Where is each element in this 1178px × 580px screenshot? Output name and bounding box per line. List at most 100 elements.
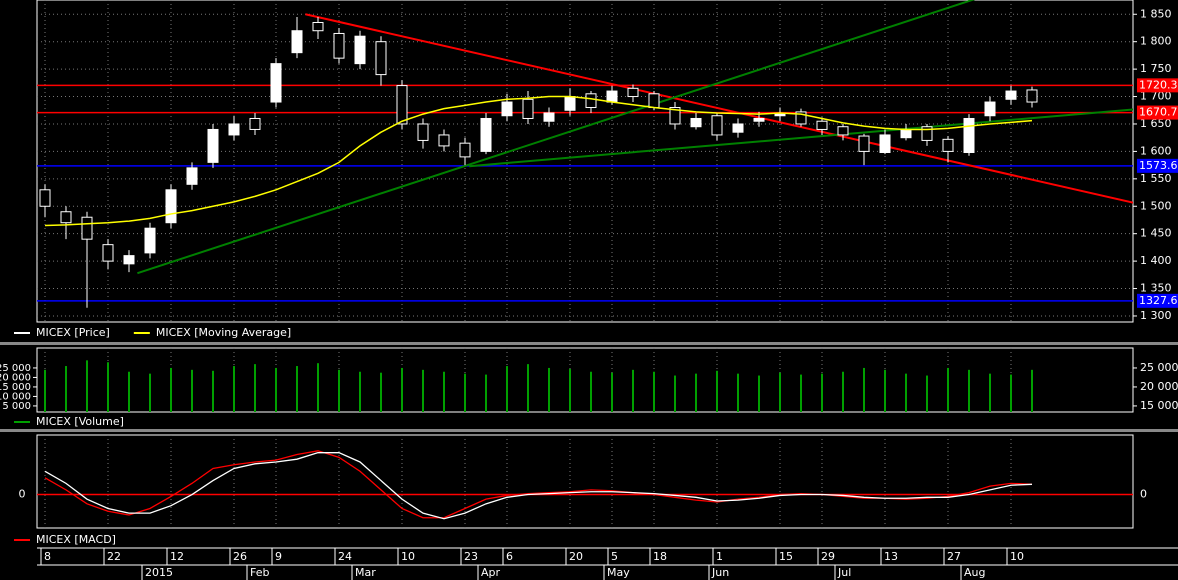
candle-body	[375, 41, 387, 76]
x-tick-label: 18	[653, 550, 667, 563]
level-label: 1720.39	[1139, 78, 1178, 91]
month-label: Mar	[355, 566, 376, 579]
volume-bar	[989, 373, 991, 412]
volume-bar	[380, 372, 382, 412]
separator	[0, 429, 1178, 432]
y-tick-label: 1 350	[1140, 282, 1172, 295]
candle-body	[627, 87, 639, 98]
x-tick-label: 15	[779, 550, 793, 563]
y-tick-label: 1 300	[1140, 309, 1172, 322]
legend-label: MICEX [Volume]	[36, 415, 124, 428]
candle-body	[228, 123, 240, 136]
y-tick-label: 1 700	[1140, 90, 1172, 103]
volume-bar	[758, 375, 760, 412]
volume-bar	[443, 371, 445, 412]
price-panel	[36, 0, 1134, 323]
y-tick-label: 1 850	[1140, 7, 1172, 20]
month-label: 2015	[145, 566, 173, 579]
candle-body	[459, 142, 471, 158]
level-tag	[1137, 78, 1178, 93]
candle-body	[669, 107, 681, 125]
volume-bar	[296, 366, 298, 412]
candle-body	[396, 85, 408, 125]
volume-bar	[569, 368, 571, 412]
y-tick-label: 0	[19, 488, 26, 501]
candle-body	[333, 32, 345, 59]
volume-bar	[506, 366, 508, 412]
y-tick-label: 1 800	[1140, 35, 1172, 48]
candle-body	[1026, 89, 1038, 103]
x-tick-label: 13	[884, 550, 898, 563]
month-label: Aug	[964, 566, 985, 579]
legend-label: MICEX [Price]	[36, 326, 110, 339]
volume-bar	[695, 373, 697, 412]
volume-bar	[86, 360, 88, 412]
month-label: May	[607, 566, 630, 579]
volume-bar	[968, 369, 970, 412]
x-tick-label: 20	[569, 550, 583, 563]
candle-body	[312, 21, 324, 32]
volume-bar	[107, 362, 109, 412]
x-tick-label: 1	[716, 550, 723, 563]
candle-body	[354, 35, 366, 65]
volume-bar	[716, 370, 718, 412]
y-tick-label: 0	[1140, 488, 1147, 501]
volume-bar	[65, 366, 67, 412]
volume-bar	[275, 367, 277, 412]
candle-body	[795, 111, 807, 125]
candle-body	[417, 123, 429, 141]
volume-bar	[779, 372, 781, 412]
volume-bar	[527, 364, 529, 412]
legend-label: MICEX [Moving Average]	[156, 326, 291, 339]
candle-body	[39, 189, 51, 207]
volume-bar	[905, 373, 907, 412]
volume-bar	[317, 363, 319, 412]
y-tick-label: 15 000	[0, 382, 31, 393]
volume-bar	[359, 371, 361, 412]
separator	[0, 342, 1178, 345]
volume-bar	[422, 369, 424, 412]
volume-bar	[401, 367, 403, 412]
candle-body	[585, 93, 597, 109]
volume-bar	[800, 374, 802, 412]
volume-bar	[737, 373, 739, 412]
y-tick-label: 1 650	[1140, 117, 1172, 130]
x-tick-label: 5	[611, 550, 618, 563]
candle-body	[837, 126, 849, 136]
x-tick-label: 10	[401, 550, 415, 563]
volume-bar	[191, 369, 193, 412]
y-tick-label: 5 000	[2, 401, 31, 412]
volume-bar	[632, 369, 634, 412]
candle-body	[900, 128, 912, 139]
volume-bar	[485, 374, 487, 412]
volume-bar	[1031, 369, 1033, 412]
candle-body	[711, 115, 723, 136]
x-tick-label: 9	[275, 550, 282, 563]
volume-bar	[548, 367, 550, 412]
volume-bar	[128, 371, 130, 412]
y-tick-label: 25 000	[0, 363, 31, 374]
volume-bar	[590, 371, 592, 412]
y-tick-label: 1 750	[1140, 62, 1172, 75]
volume-bar	[926, 375, 928, 412]
candle-body	[522, 98, 534, 119]
level-tag	[1137, 293, 1178, 308]
level-tag	[1137, 105, 1178, 120]
month-label: Apr	[481, 566, 501, 579]
volume-bar	[338, 369, 340, 412]
level-label: 1573.67	[1139, 159, 1178, 172]
x-tick-label: 24	[338, 550, 352, 563]
candle-body	[249, 117, 261, 130]
level-label: 1327.61	[1139, 294, 1178, 307]
candle-body	[186, 167, 198, 185]
volume-bar	[884, 369, 886, 412]
x-tick-label: 26	[233, 550, 247, 563]
volume-bar	[674, 375, 676, 412]
y-tick-label: 20 000	[1140, 380, 1178, 393]
x-tick-label: 6	[506, 550, 513, 563]
candle-body	[753, 117, 765, 122]
volume-bar	[842, 371, 844, 412]
candle-body	[144, 227, 156, 254]
legend-label: MICEX [MACD]	[36, 533, 116, 546]
candle-body	[102, 244, 114, 262]
